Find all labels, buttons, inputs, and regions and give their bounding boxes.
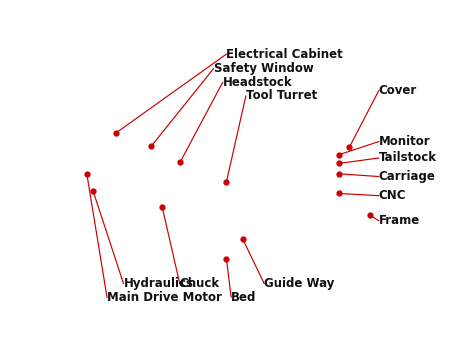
Text: Chuck: Chuck (180, 277, 220, 290)
Text: Electrical Cabinet: Electrical Cabinet (227, 48, 343, 61)
Text: Main Drive Motor: Main Drive Motor (107, 291, 222, 304)
Text: Tailstock: Tailstock (379, 152, 437, 164)
Text: Headstock: Headstock (223, 76, 292, 89)
Text: Hydraulics: Hydraulics (124, 277, 193, 290)
Text: CNC: CNC (379, 189, 406, 202)
Text: Guide Way: Guide Way (264, 277, 335, 290)
Text: Frame: Frame (379, 214, 420, 227)
Text: Carriage: Carriage (379, 170, 436, 183)
Text: Bed: Bed (231, 291, 256, 304)
Text: Monitor: Monitor (379, 135, 430, 148)
Text: Tool Turret: Tool Turret (246, 89, 317, 102)
Text: Cover: Cover (379, 84, 417, 97)
Text: Safety Window: Safety Window (213, 62, 313, 75)
